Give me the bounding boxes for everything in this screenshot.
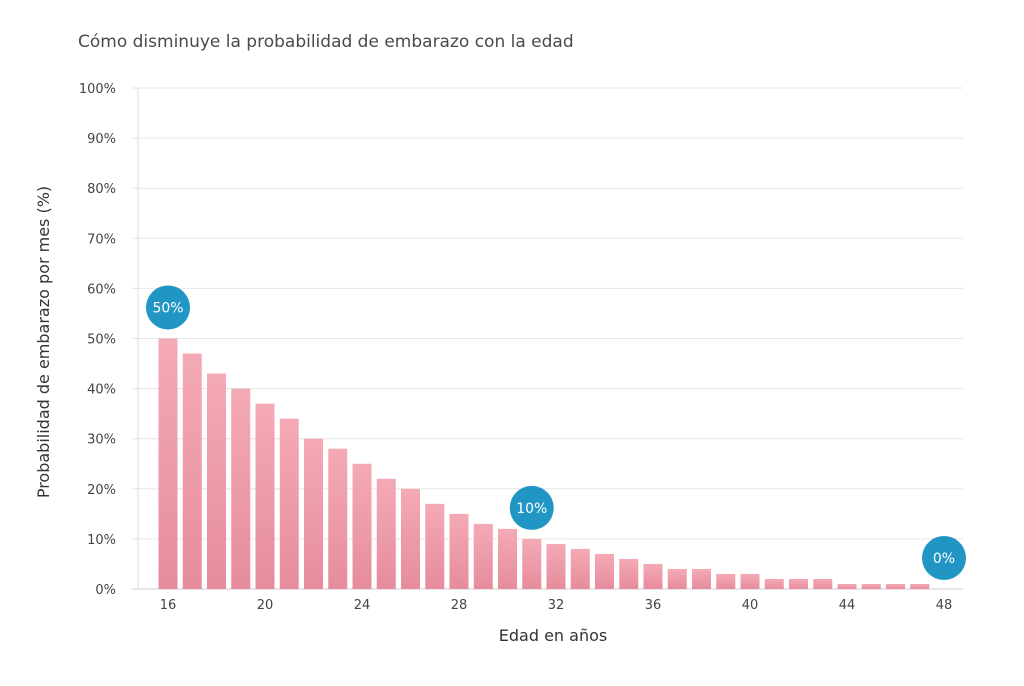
bar-23 xyxy=(328,448,348,589)
bar-46 xyxy=(886,583,905,589)
bar-20 xyxy=(255,403,275,589)
bar-45 xyxy=(861,583,881,589)
y-tick-label: 50% xyxy=(87,333,116,348)
y-tick-label: 70% xyxy=(87,232,116,247)
annotation-label: 0% xyxy=(933,551,955,567)
y-tick-label: 30% xyxy=(87,433,116,448)
bar-30 xyxy=(498,528,517,589)
bar-25 xyxy=(376,478,396,589)
x-tick-label: 36 xyxy=(645,598,662,613)
annotation-label: 50% xyxy=(152,301,183,317)
bar-19 xyxy=(231,388,251,589)
x-tick-label: 44 xyxy=(839,598,856,613)
y-tick-label: 90% xyxy=(87,132,116,147)
bar-43 xyxy=(813,578,833,589)
x-tick-label: 48 xyxy=(936,598,953,613)
y-tick-label: 10% xyxy=(87,533,116,548)
x-tick-label: 24 xyxy=(354,598,371,613)
bar-33 xyxy=(570,548,590,589)
chart-title: Cómo disminuye la probabilidad de embara… xyxy=(78,32,574,52)
bar-24 xyxy=(352,463,372,589)
y-tick-label: 100% xyxy=(79,82,116,97)
bar-38 xyxy=(692,568,711,589)
x-tick-label: 16 xyxy=(160,598,177,613)
bar-21 xyxy=(279,418,299,589)
bar-17 xyxy=(182,353,202,589)
bar-32 xyxy=(546,543,566,589)
y-axis-label: Probabilidad de embarazo por mes (%) xyxy=(34,186,53,498)
bar-47 xyxy=(910,583,930,589)
annotation-label: 10% xyxy=(516,501,547,517)
bar-41 xyxy=(764,578,784,589)
y-tick-label: 80% xyxy=(87,182,116,197)
bar-35 xyxy=(619,558,639,589)
annotation-bubble xyxy=(146,285,190,330)
bar-40 xyxy=(740,573,760,589)
y-tick-label: 20% xyxy=(87,483,116,498)
bar-29 xyxy=(473,523,493,589)
bar-31 xyxy=(522,538,542,589)
bar-34 xyxy=(595,553,614,589)
bar-27 xyxy=(425,503,445,589)
annotation-bubble xyxy=(922,536,966,580)
x-tick-label: 28 xyxy=(451,598,468,613)
bar-37 xyxy=(667,568,687,589)
bar-18 xyxy=(207,373,226,589)
bar-16 xyxy=(158,338,178,589)
y-tick-label: 0% xyxy=(95,583,116,598)
bar-28 xyxy=(449,513,469,589)
x-axis-label: Edad en años xyxy=(499,626,607,645)
y-tick-label: 40% xyxy=(87,383,116,398)
bar-36 xyxy=(643,563,663,589)
annotation-bubble xyxy=(509,485,554,530)
x-tick-label: 40 xyxy=(742,598,759,613)
y-tick-label: 60% xyxy=(87,282,116,297)
bar-39 xyxy=(716,573,736,589)
bar-42 xyxy=(789,578,808,589)
bar-44 xyxy=(837,583,857,589)
bar-26 xyxy=(401,488,420,589)
x-tick-label: 32 xyxy=(548,598,565,613)
x-tick-label: 20 xyxy=(257,598,274,613)
bar-22 xyxy=(304,438,323,589)
